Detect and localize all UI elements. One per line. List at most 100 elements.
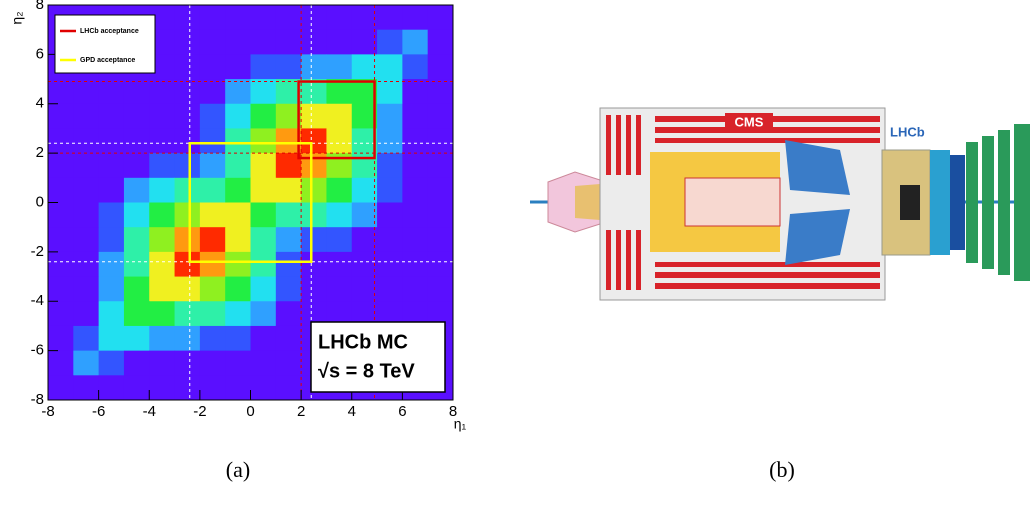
heatmap-cell — [326, 103, 353, 129]
y-tick-label: 6 — [36, 45, 44, 62]
heatmap-cell — [73, 153, 100, 179]
heatmap-cell — [48, 350, 74, 376]
heatmap-cell — [402, 5, 429, 31]
heatmap-cell — [73, 128, 100, 154]
heatmap-cell — [326, 202, 353, 228]
heatmap-cell — [275, 227, 302, 253]
heatmap-cell — [377, 153, 403, 179]
heatmap-cell — [351, 128, 378, 154]
heatmap-cell — [48, 325, 74, 352]
heatmap-cell — [174, 202, 201, 228]
heatmap-cell — [149, 128, 176, 154]
heatmap-cell — [73, 350, 100, 376]
heatmap-cell — [174, 153, 201, 179]
heatmap-cell — [174, 276, 201, 302]
legend-box — [54, 14, 156, 74]
legend-label: LHCb acceptance — [80, 28, 139, 35]
heatmap-cell — [275, 177, 302, 203]
heatmap-cell — [427, 251, 454, 278]
heatmap-cell — [351, 202, 378, 228]
heatmap-cell — [199, 350, 226, 376]
heatmap-cell — [402, 103, 429, 129]
caption: (b) — [769, 457, 795, 482]
heatmap-cell — [123, 79, 150, 105]
heatmap-cell — [199, 29, 226, 55]
heatmap-cell — [174, 103, 201, 129]
heatmap-cell — [98, 177, 125, 203]
heatmap-cell — [225, 301, 251, 327]
heatmap-cell — [377, 177, 403, 203]
heatmap-cell — [225, 375, 251, 401]
heatmap-cell — [199, 202, 226, 228]
heatmap-cell — [123, 276, 150, 302]
x-tick-label: 0 — [246, 403, 254, 420]
legend-label: GPD acceptance — [80, 57, 135, 64]
lhcb-muon — [966, 124, 1030, 281]
heatmap-cell — [225, 202, 251, 228]
y-tick-label: 8 — [36, 0, 44, 13]
heatmap-cell — [326, 227, 353, 253]
heatmap-cell — [98, 227, 125, 253]
heatmap-cell — [351, 79, 378, 105]
heatmap-cell — [427, 5, 454, 31]
x-axis-label: η₁ — [454, 416, 467, 432]
heatmap-cell — [149, 276, 176, 302]
heatmap-cell — [250, 276, 277, 302]
heatmap-cell — [326, 5, 353, 31]
heatmap-cell — [250, 153, 277, 179]
annotation-box — [310, 321, 446, 393]
heatmap-cell — [174, 227, 201, 253]
heatmap-cell — [199, 5, 226, 31]
y-tick-label: -6 — [31, 342, 44, 359]
forward-cone — [575, 184, 600, 220]
heatmap-cell — [250, 251, 277, 278]
heatmap-cell — [48, 251, 74, 278]
heatmap-cell — [48, 375, 74, 401]
heatmap-cell — [225, 227, 251, 253]
heatmap-cell — [351, 276, 378, 302]
heatmap-cell — [377, 128, 403, 154]
heatmap-cell — [351, 227, 378, 253]
heatmap-cell — [174, 301, 201, 327]
cms-endcap-bottom — [785, 209, 850, 265]
heatmap-cell — [402, 54, 429, 80]
heatmap-cell — [301, 103, 327, 129]
heatmap-cell — [149, 301, 176, 327]
x-tick-label: -6 — [92, 403, 105, 420]
heatmap-cell — [250, 54, 277, 80]
heatmap-cell — [123, 325, 150, 352]
heatmap-cell — [250, 177, 277, 203]
heatmap-cell — [73, 227, 100, 253]
x-tick-label: -4 — [143, 403, 156, 420]
heatmap-cell — [174, 177, 201, 203]
heatmap-cell — [73, 375, 100, 401]
heatmap-cell — [427, 103, 454, 129]
heatmap-cell — [377, 276, 403, 302]
heatmap-cell — [250, 375, 277, 401]
heatmap-cell — [199, 128, 226, 154]
heatmap-cell — [225, 5, 251, 31]
heatmap-cell — [123, 301, 150, 327]
heatmap-cell — [427, 276, 454, 302]
heatmap-cell — [98, 325, 125, 352]
heatmap-cell — [402, 227, 429, 253]
heatmap-cell — [301, 54, 327, 80]
heatmap-cell — [98, 350, 125, 376]
heatmap-cell — [98, 276, 125, 302]
heatmap-cell — [402, 251, 429, 278]
heatmap-cell — [199, 79, 226, 105]
heatmap-cell — [250, 202, 277, 228]
x-tick-label: -2 — [193, 403, 206, 420]
x-tick-label: 6 — [398, 403, 406, 420]
heatmap-cell — [275, 276, 302, 302]
lhcb-label: LHCb — [890, 124, 925, 139]
heatmap-cell — [427, 54, 454, 80]
heatmap-cell — [98, 375, 125, 401]
heatmap-cell — [123, 177, 150, 203]
heatmap-cell — [250, 79, 277, 105]
heatmap-cell — [402, 128, 429, 154]
x-tick-label: 4 — [348, 403, 356, 420]
heatmap-cell — [174, 79, 201, 105]
